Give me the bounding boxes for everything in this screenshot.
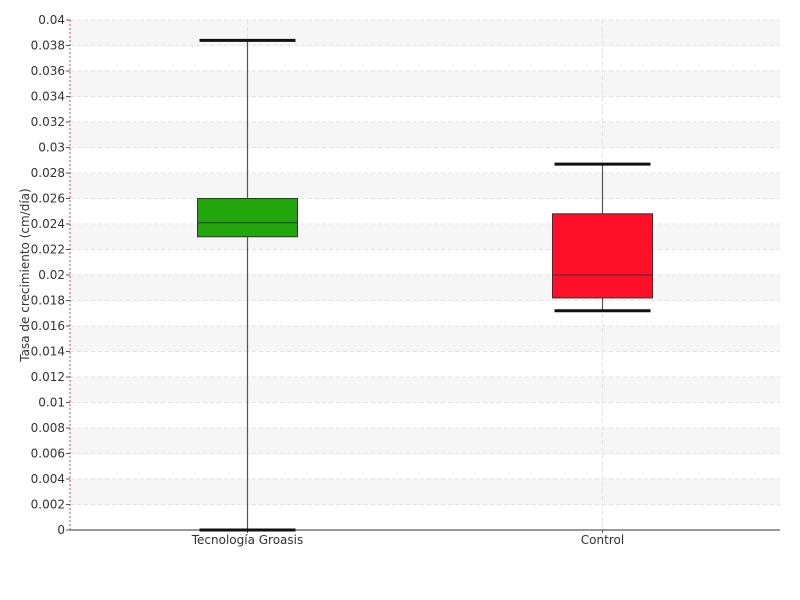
y-tick-label: 0.016 xyxy=(31,319,65,333)
grid-band xyxy=(70,224,780,250)
y-tick-label: 0.006 xyxy=(31,447,65,461)
grid-band xyxy=(70,20,780,46)
y-tick-label: 0.002 xyxy=(31,498,65,512)
y-tick-label: 0.034 xyxy=(31,90,65,104)
y-tick-label: 0.038 xyxy=(31,39,65,53)
y-tick-label: 0 xyxy=(57,523,65,537)
grid-bands xyxy=(70,20,780,505)
grid-band xyxy=(70,479,780,505)
y-tick-label: 0.04 xyxy=(38,13,65,27)
y-tick-label: 0.036 xyxy=(31,64,65,78)
grid-band xyxy=(70,275,780,301)
x-tick-label: Control xyxy=(581,533,624,547)
y-axis-title: Tasa de crecimiento (cm/día) xyxy=(18,188,32,362)
y-tick-label: 0.022 xyxy=(31,243,65,257)
y-tick-label: 0.004 xyxy=(31,472,65,486)
y-tick-label: 0.008 xyxy=(31,421,65,435)
x-tick-label: Tecnología Groasis xyxy=(191,533,304,547)
y-tick-label: 0.014 xyxy=(31,345,65,359)
y-tick-label: 0.012 xyxy=(31,370,65,384)
y-tick-label: 0.028 xyxy=(31,166,65,180)
y-tick-label: 0.018 xyxy=(31,294,65,308)
y-tick-label: 0.024 xyxy=(31,217,65,231)
box-group xyxy=(197,38,298,532)
box-iqr xyxy=(197,198,298,238)
y-tick-label: 0.026 xyxy=(31,192,65,206)
grid-band xyxy=(70,122,780,148)
y-tick-label: 0.02 xyxy=(38,268,65,282)
grid-band xyxy=(70,326,780,352)
box-group xyxy=(552,162,653,313)
y-axis: 0 0.002 0.004 0.006 0.008 0.01 0.012 0.014 0.016… xyxy=(31,13,71,537)
gridlines xyxy=(70,19,780,505)
grid-band xyxy=(70,173,780,199)
grid-band xyxy=(70,71,780,97)
grid-band xyxy=(70,377,780,403)
box-iqr xyxy=(552,213,653,299)
y-tick-label: 0.03 xyxy=(38,141,65,155)
grid-band xyxy=(70,428,780,454)
y-tick-label: 0.032 xyxy=(31,115,65,129)
y-tick-label: 0.01 xyxy=(38,396,65,410)
boxes xyxy=(197,38,653,532)
